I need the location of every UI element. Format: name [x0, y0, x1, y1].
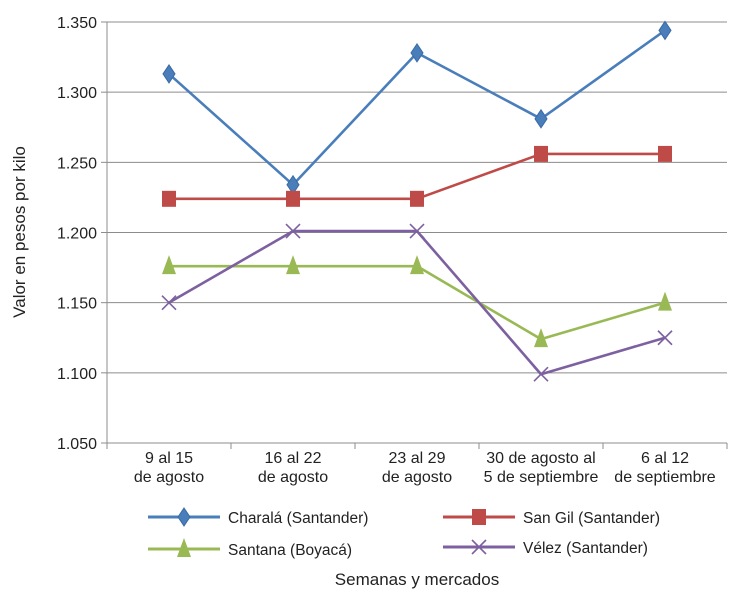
y-tick-label: 1.350: [57, 15, 97, 32]
data-point: [658, 20, 672, 41]
data-point: [657, 330, 673, 346]
series-4: [161, 223, 673, 382]
x-tick-label: 23 al 29 de agosto: [382, 450, 452, 486]
data-point: [658, 291, 672, 311]
x-marker-stroke: [285, 223, 301, 239]
legend-label: San Gil (Santander): [523, 510, 660, 527]
legend-label: Charalá (Santander): [228, 510, 368, 527]
x-tick-label: 16 al 22 de agosto: [258, 450, 328, 486]
legend-item: Vélez (Santander): [443, 539, 648, 557]
x-marker-stroke: [471, 539, 487, 555]
y-tick-label: 1.250: [57, 155, 97, 172]
x-tick-label: 9 al 15 de agosto: [134, 450, 204, 486]
x-marker-stroke: [657, 330, 673, 346]
legend: Charalá (Santander) San Gil (Santander) Sa…: [148, 507, 660, 559]
legend-item: San Gil (Santander): [443, 509, 660, 527]
data-point: [410, 190, 424, 207]
series-1: [162, 20, 672, 195]
legend-item: Santana (Boyacá): [148, 538, 352, 559]
data-point: [533, 366, 549, 382]
data-point: [286, 190, 300, 207]
data-point: [534, 145, 548, 162]
y-tick-label: 1.200: [57, 226, 97, 243]
y-axis-ticks: 1.050 1.100 1.150 1.200 1.250 1.300 1.350: [57, 15, 107, 453]
series-3: [162, 255, 672, 348]
legend-item: Charalá (Santander): [148, 507, 368, 527]
y-tick-label: 1.300: [57, 85, 97, 102]
x-axis-ticks: 9 al 15 de agosto 16 al 22 de agosto 23 al 2…: [106, 443, 728, 486]
legend-marker: [177, 538, 191, 557]
data-point: [286, 255, 300, 275]
legend-label: Vélez (Santander): [523, 540, 648, 557]
data-point: [410, 42, 424, 63]
series-2: [162, 145, 672, 207]
data-point: [161, 295, 177, 311]
x-tick-label: 6 al 12 de septiembre: [614, 450, 715, 486]
y-tick-label: 1.100: [57, 366, 97, 383]
x-marker-stroke: [409, 223, 425, 239]
x-marker-stroke: [161, 295, 177, 311]
y-tick-label: 1.050: [57, 436, 97, 453]
gridlines: [107, 21, 727, 444]
data-point: [285, 223, 301, 239]
legend-label: Santana (Boyacá): [228, 542, 352, 559]
data-point: [162, 255, 176, 275]
legend-marker: [472, 509, 486, 525]
data-point: [409, 223, 425, 239]
series-group: [161, 20, 673, 382]
y-tick-label: 1.150: [57, 296, 97, 313]
data-point: [162, 190, 176, 207]
x-marker-stroke: [533, 366, 549, 382]
x-axis-title: Semanas y mercados: [335, 570, 499, 589]
x-tick-label: 30 de agosto al 5 de septiembre: [484, 450, 599, 486]
legend-marker: [471, 539, 487, 555]
data-point: [410, 255, 424, 275]
data-point: [534, 328, 548, 348]
data-point: [534, 108, 548, 129]
data-point: [658, 145, 672, 162]
y-axis-title: Valor en pesos por kilo: [10, 146, 29, 318]
legend-marker: [177, 507, 191, 527]
data-point: [162, 64, 176, 84]
